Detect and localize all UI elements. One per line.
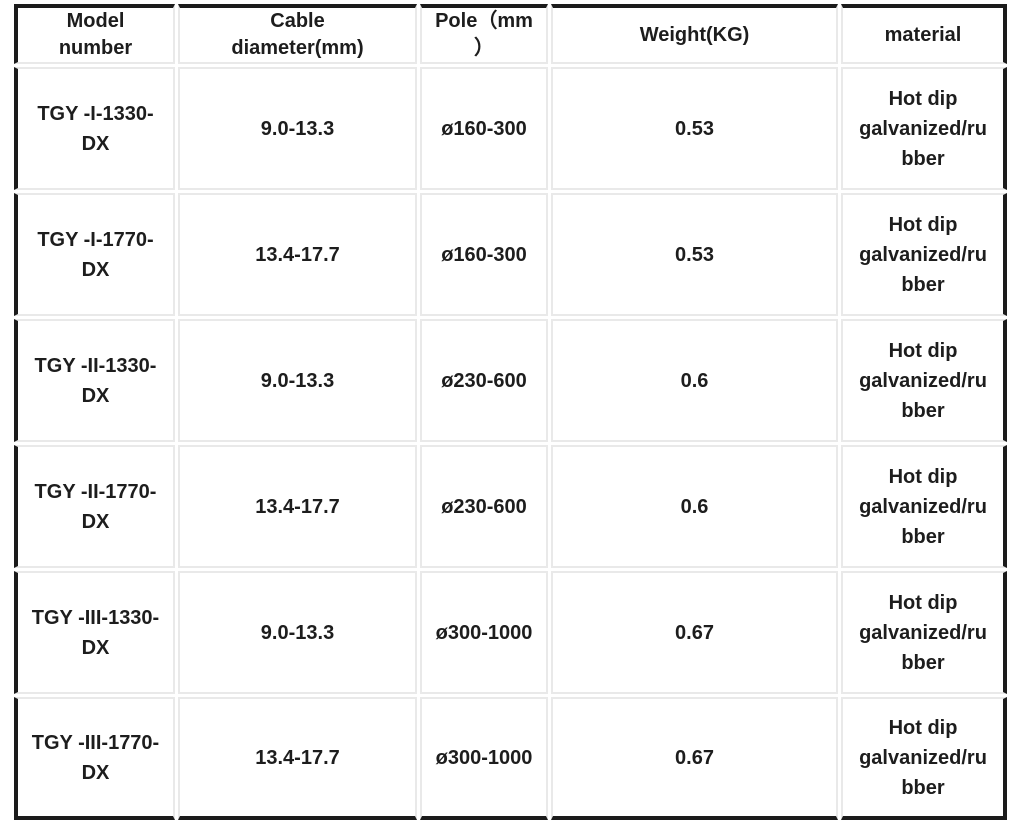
- cell-cable-diameter: 13.4-17.7: [178, 193, 417, 316]
- table-row: TGY -II-1770- DX 13.4-17.7 ø230-600 0.6 …: [14, 445, 1007, 568]
- table-row: TGY -III-1330- DX 9.0-13.3 ø300-1000 0.6…: [14, 571, 1007, 694]
- table-row: TGY -I-1330- DX 9.0-13.3 ø160-300 0.53 H…: [14, 67, 1007, 190]
- cell-weight: 0.6: [551, 319, 838, 442]
- cell-cable-diameter: 13.4-17.7: [178, 445, 417, 568]
- cell-pole: ø160-300: [420, 67, 548, 190]
- cell-model-number: TGY -III-1770- DX: [14, 697, 175, 820]
- cell-weight: 0.6: [551, 445, 838, 568]
- cell-pole: ø300-1000: [420, 697, 548, 820]
- product-spec-table: Model number Cable diameter(mm) Pole（mm …: [11, 1, 1010, 823]
- cell-material: Hot dip galvanized/ru bber: [841, 571, 1007, 694]
- cell-weight: 0.67: [551, 571, 838, 694]
- column-header-pole: Pole（mm ）: [420, 4, 548, 64]
- cell-model-number: TGY -I-1330- DX: [14, 67, 175, 190]
- column-header-material: material: [841, 4, 1007, 64]
- cell-material: Hot dip galvanized/ru bber: [841, 67, 1007, 190]
- cell-material: Hot dip galvanized/ru bber: [841, 445, 1007, 568]
- cell-cable-diameter: 9.0-13.3: [178, 571, 417, 694]
- cell-material: Hot dip galvanized/ru bber: [841, 193, 1007, 316]
- cell-weight: 0.53: [551, 193, 838, 316]
- column-header-cable-diameter: Cable diameter(mm): [178, 4, 417, 64]
- cell-pole: ø230-600: [420, 319, 548, 442]
- cell-pole: ø160-300: [420, 193, 548, 316]
- table-row: TGY -I-1770- DX 13.4-17.7 ø160-300 0.53 …: [14, 193, 1007, 316]
- cell-material: Hot dip galvanized/ru bber: [841, 697, 1007, 820]
- table-row: TGY -II-1330- DX 9.0-13.3 ø230-600 0.6 H…: [14, 319, 1007, 442]
- table-row: TGY -III-1770- DX 13.4-17.7 ø300-1000 0.…: [14, 697, 1007, 820]
- cell-model-number: TGY -II-1330- DX: [14, 319, 175, 442]
- column-header-model-number: Model number: [14, 4, 175, 64]
- cell-model-number: TGY -III-1330- DX: [14, 571, 175, 694]
- cell-pole: ø300-1000: [420, 571, 548, 694]
- cell-cable-diameter: 9.0-13.3: [178, 67, 417, 190]
- cell-weight: 0.53: [551, 67, 838, 190]
- header-row: Model number Cable diameter(mm) Pole（mm …: [14, 4, 1007, 64]
- cell-material: Hot dip galvanized/ru bber: [841, 319, 1007, 442]
- cell-model-number: TGY -I-1770- DX: [14, 193, 175, 316]
- cell-cable-diameter: 13.4-17.7: [178, 697, 417, 820]
- cell-weight: 0.67: [551, 697, 838, 820]
- cell-pole: ø230-600: [420, 445, 548, 568]
- column-header-weight: Weight(KG): [551, 4, 838, 64]
- cell-cable-diameter: 9.0-13.3: [178, 319, 417, 442]
- cell-model-number: TGY -II-1770- DX: [14, 445, 175, 568]
